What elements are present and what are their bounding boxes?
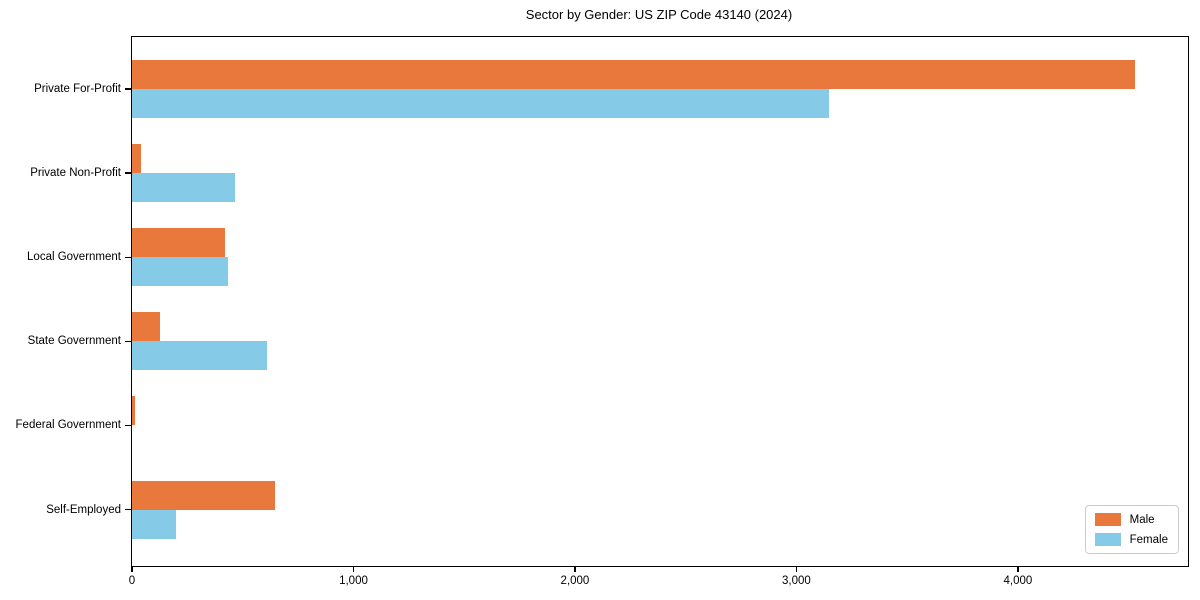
chart-title: Sector by Gender: US ZIP Code 43140 (202… xyxy=(525,7,793,22)
legend-entry-male: Male xyxy=(1094,513,1168,526)
bar-male-private-non-profit xyxy=(132,144,141,174)
legend-label-female: Female xyxy=(1129,533,1168,546)
bar-male-federal-government xyxy=(132,396,136,426)
x-tick-0 xyxy=(131,566,133,572)
bar-male-local-government xyxy=(132,228,226,258)
bar-male-private-for-profit xyxy=(132,60,1136,89)
bar-male-state-government xyxy=(132,312,160,342)
bar-female-self-employed xyxy=(132,509,177,539)
bar-male-self-employed xyxy=(132,480,275,510)
legend-swatch-male xyxy=(1094,513,1121,526)
bar-female-local-government xyxy=(132,257,229,287)
legend: Male Female xyxy=(1084,505,1179,554)
x-tick-label-0: 0 xyxy=(128,575,136,587)
y-tick-state-government xyxy=(125,340,131,342)
x-tick-3000 xyxy=(795,566,798,572)
y-tick-label-private-non-profit: Private Non-Profit xyxy=(30,167,121,180)
legend-swatch-female xyxy=(1094,533,1121,546)
plot-area: Male Female Private For-Profit Private Non… xyxy=(16,36,1189,587)
x-tick-2000 xyxy=(574,566,576,572)
x-tick-label-4000: 4,000 xyxy=(1003,575,1033,587)
y-tick-federal-government xyxy=(125,424,131,427)
bar-female-private-non-profit xyxy=(132,173,235,203)
x-tick-1000 xyxy=(352,566,355,572)
y-tick-private-for-profit xyxy=(125,88,131,90)
x-tick-label-2000: 2,000 xyxy=(560,575,590,587)
legend-label-male: Male xyxy=(1129,513,1155,526)
y-tick-label-federal-government: Federal Government xyxy=(15,419,121,432)
x-tick-4000 xyxy=(1017,566,1019,572)
x-tick-label-3000: 3,000 xyxy=(782,575,811,587)
y-tick-label-state-government: State Government xyxy=(27,335,121,348)
y-tick-label-private-for-profit: Private For-Profit xyxy=(34,83,121,95)
y-tick-label-local-government: Local Government xyxy=(27,251,121,264)
legend-entry-female: Female xyxy=(1094,533,1168,546)
y-tick-self-employed xyxy=(125,508,131,511)
y-tick-private-non-profit xyxy=(125,172,131,174)
x-tick-label-1000: 1,000 xyxy=(339,575,368,587)
y-tick-local-government xyxy=(125,256,131,258)
bar-female-state-government xyxy=(132,341,268,371)
bar-female-private-for-profit xyxy=(132,89,829,118)
y-tick-label-self-employed: Self-Employed xyxy=(46,503,121,516)
